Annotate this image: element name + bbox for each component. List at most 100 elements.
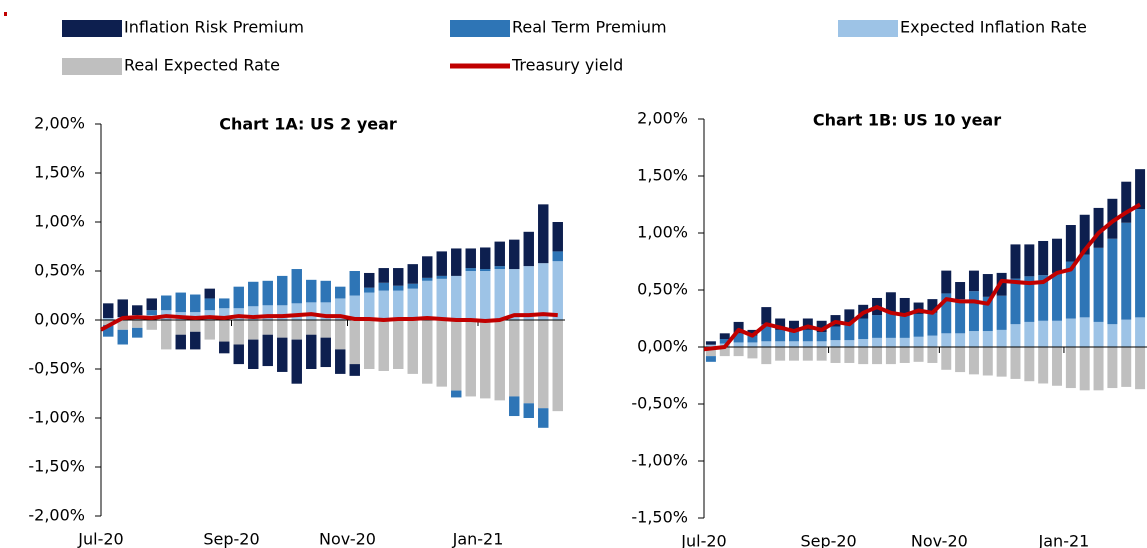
bar [1038, 240, 1049, 276]
bar [320, 280, 331, 303]
bar [175, 320, 186, 335]
y-tick-label: 0,50% [34, 261, 85, 280]
bar [761, 307, 772, 325]
bar [941, 347, 952, 370]
bar [899, 347, 910, 363]
bar [1065, 261, 1076, 319]
bar [1121, 222, 1132, 320]
bar [885, 347, 896, 365]
bar [219, 308, 230, 320]
bar [233, 344, 244, 365]
bar [161, 320, 172, 350]
x-tick-label: Jul-20 [77, 530, 123, 548]
bar [913, 313, 924, 337]
bar [436, 278, 447, 320]
bar [1135, 209, 1146, 318]
bar [830, 340, 841, 347]
bar [291, 339, 302, 384]
legend-label: Treasury yield [511, 56, 623, 75]
bar [816, 332, 827, 342]
bar [422, 256, 433, 278]
bar [996, 347, 1007, 377]
bar [1010, 347, 1021, 379]
bar [885, 337, 896, 347]
bar [480, 320, 491, 399]
legend-label: Real Expected Rate [124, 56, 280, 75]
bar [509, 320, 520, 397]
bar [219, 320, 230, 342]
bar [523, 231, 534, 267]
legend-swatch [62, 20, 122, 37]
bar [378, 320, 389, 371]
legend-label: Real Term Premium [512, 18, 667, 37]
bar [494, 241, 505, 267]
line-series [100, 312, 558, 332]
bar [103, 318, 114, 320]
bar [335, 349, 346, 374]
bar [705, 344, 716, 347]
bar [1010, 244, 1021, 279]
bar [335, 298, 346, 320]
bar [190, 294, 201, 313]
bar [451, 320, 462, 391]
bar [733, 347, 744, 357]
bar [1107, 198, 1118, 239]
bar [204, 298, 215, 311]
bar [733, 321, 744, 334]
bar [955, 333, 966, 347]
bar [1093, 247, 1104, 322]
bar [1079, 214, 1090, 255]
legend-swatch [450, 20, 510, 37]
bar [927, 312, 938, 336]
bar [552, 320, 563, 412]
bar [538, 204, 549, 264]
y-tick-label: 0,00% [34, 310, 85, 329]
bar [1065, 347, 1076, 389]
bar [1052, 320, 1062, 347]
bar [830, 326, 841, 341]
bar [719, 333, 730, 340]
legend-swatch [62, 58, 122, 75]
bar [480, 271, 491, 320]
bar [982, 296, 993, 332]
corner-mark [4, 12, 7, 16]
x-tick-label: Nov-20 [911, 532, 968, 548]
bar [552, 261, 563, 320]
bar [1121, 181, 1132, 223]
legend-label: Expected Inflation Rate [900, 18, 1087, 37]
bar [775, 329, 786, 342]
bar [789, 341, 799, 347]
bar [277, 337, 288, 372]
chart-title: Chart 1B: US 10 year [813, 111, 1001, 130]
bar [407, 320, 418, 374]
bar [465, 271, 476, 320]
bar [291, 303, 302, 320]
bar [899, 315, 910, 338]
bar [830, 347, 841, 363]
bar [913, 336, 924, 347]
bar [1135, 169, 1146, 210]
x-tick-label: Nov-20 [319, 530, 376, 548]
bar [364, 292, 375, 320]
bar [378, 282, 389, 291]
bar [761, 341, 772, 347]
bar [705, 341, 716, 345]
bar [509, 396, 520, 417]
y-tick-label: -2,00% [28, 506, 85, 525]
bar [789, 320, 799, 330]
bar [204, 288, 215, 299]
bar [747, 335, 758, 343]
bar [117, 329, 128, 345]
bar [364, 320, 375, 369]
bar [494, 266, 505, 270]
bar [451, 248, 462, 276]
bar [1052, 347, 1062, 386]
bar [1024, 321, 1035, 347]
bar [872, 337, 883, 347]
bar [913, 302, 924, 314]
bar [422, 277, 433, 281]
bar [494, 320, 505, 401]
bar [927, 335, 938, 347]
bar [844, 340, 855, 347]
bar [775, 341, 786, 347]
